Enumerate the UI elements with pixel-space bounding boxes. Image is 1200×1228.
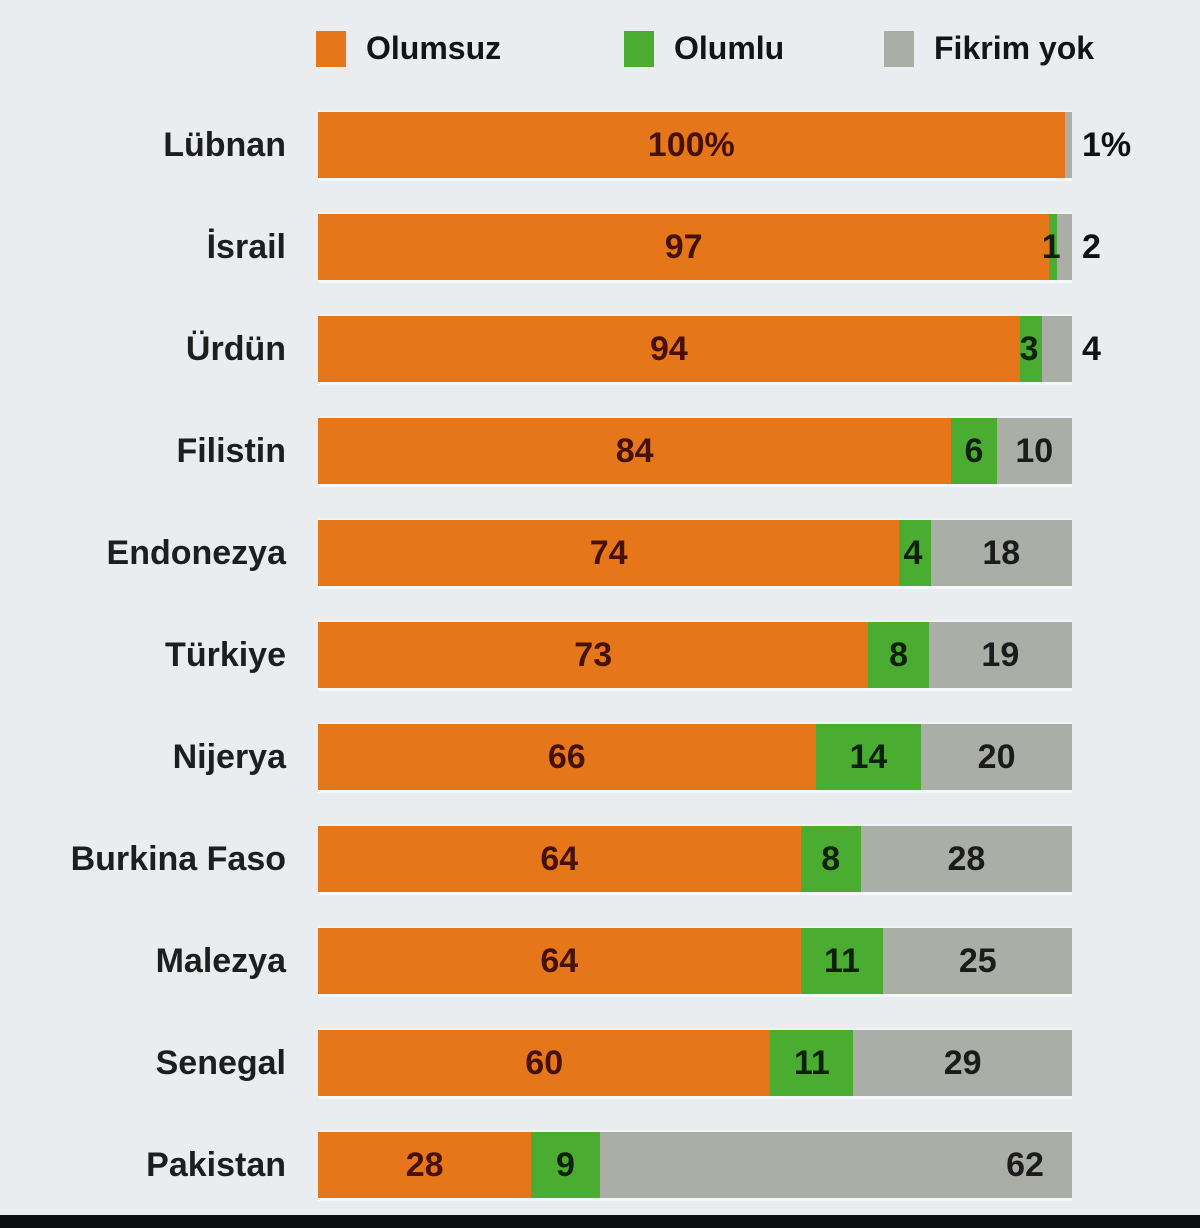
segment-negative: 97 bbox=[318, 214, 1050, 280]
legend-swatch-no-opinion-icon bbox=[884, 30, 914, 67]
segment-no-opinion bbox=[1056, 214, 1072, 280]
bottom-black-strip bbox=[0, 1215, 1200, 1228]
segment-negative: 84 bbox=[318, 418, 952, 484]
stacked-bar: 64 8 28 bbox=[318, 826, 1072, 892]
country-label: Lübnan bbox=[163, 125, 286, 164]
chart-row-senegal: Senegal 60 11 29 bbox=[0, 1030, 1200, 1096]
no-opinion-value-label-outside: 4 bbox=[1082, 329, 1101, 368]
segment-no-opinion: 29 bbox=[853, 1030, 1072, 1096]
segment-negative: 60 bbox=[318, 1030, 771, 1096]
stacked-bar: 97 1 bbox=[318, 214, 1072, 280]
no-opinion-value-label-outside: 1% bbox=[1082, 125, 1132, 164]
country-label: Malezya bbox=[155, 941, 286, 980]
stacked-bar: 74 4 18 bbox=[318, 520, 1072, 586]
segment-no-opinion: 62 bbox=[599, 1132, 1072, 1198]
country-label: Filistin bbox=[176, 431, 286, 470]
stacked-bar: 66 14 20 bbox=[318, 724, 1072, 790]
chart-row-i̇srail: İsrail 97 1 2 bbox=[0, 214, 1200, 280]
segment-no-opinion: 20 bbox=[921, 724, 1072, 790]
segment-positive: 8 bbox=[868, 622, 929, 688]
segment-negative: 66 bbox=[318, 724, 816, 790]
stacked-bar: 94 3 bbox=[318, 316, 1072, 382]
positive-value-label: 1 bbox=[1041, 227, 1061, 266]
segment-no-opinion: 18 bbox=[930, 520, 1072, 586]
chart-legend: Olumsuz Olumlu Fikrim yok bbox=[0, 30, 1200, 74]
segment-positive: 11 bbox=[800, 928, 884, 994]
segment-negative: 74 bbox=[318, 520, 900, 586]
segment-negative: 73 bbox=[318, 622, 869, 688]
country-label: Türkiye bbox=[165, 635, 286, 674]
segment-positive bbox=[1019, 316, 1043, 382]
country-label: Senegal bbox=[155, 1043, 286, 1082]
legend-swatch-negative-icon bbox=[316, 30, 346, 67]
chart-row-nijerya: Nijerya 66 14 20 bbox=[0, 724, 1200, 790]
country-label: Ürdün bbox=[185, 329, 286, 368]
country-label: Endonezya bbox=[106, 533, 286, 572]
segment-positive bbox=[899, 520, 931, 586]
segment-positive: 9 bbox=[531, 1132, 600, 1198]
stacked-bar: 28 9 62 bbox=[318, 1132, 1072, 1198]
chart-row-filistin: Filistin 84 6 10 bbox=[0, 418, 1200, 484]
segment-negative: 64 bbox=[318, 928, 801, 994]
stacked-bar: 73 8 19 bbox=[318, 622, 1072, 688]
chart-row-ürdün: Ürdün 94 3 4 bbox=[0, 316, 1200, 382]
chart-row-malezya: Malezya 64 11 25 bbox=[0, 928, 1200, 994]
segment-negative: 64 bbox=[318, 826, 801, 892]
legend-item-olumsuz: Olumsuz bbox=[316, 30, 501, 67]
positive-value-label: 3 bbox=[1019, 329, 1039, 368]
stacked-bar: 60 11 29 bbox=[318, 1030, 1072, 1096]
chart-row-lübnan: Lübnan 100% 1% bbox=[0, 112, 1200, 178]
segment-positive: 14 bbox=[815, 724, 922, 790]
segment-negative: 28 bbox=[318, 1132, 532, 1198]
country-label: İsrail bbox=[206, 227, 286, 266]
country-label: Nijerya bbox=[172, 737, 286, 776]
country-label: Burkina Faso bbox=[70, 839, 286, 878]
legend-item-fikrim-yok: Fikrim yok bbox=[884, 30, 1094, 67]
chart-row-endonezya: Endonezya 74 4 18 bbox=[0, 520, 1200, 586]
positive-value-label: 4 bbox=[903, 533, 923, 572]
segment-positive: 6 bbox=[951, 418, 997, 484]
segment-no-opinion bbox=[1042, 316, 1072, 382]
segment-no-opinion: 10 bbox=[996, 418, 1072, 484]
segment-no-opinion: 28 bbox=[860, 826, 1072, 892]
no-opinion-value-label-outside: 2 bbox=[1082, 227, 1101, 266]
segment-positive: 8 bbox=[800, 826, 861, 892]
segment-positive: 11 bbox=[770, 1030, 854, 1096]
stacked-bar: 100% bbox=[318, 112, 1072, 178]
legend-label-negative: Olumsuz bbox=[366, 30, 502, 66]
chart-row-türkiye: Türkiye 73 8 19 bbox=[0, 622, 1200, 688]
chart-row-pakistan: Pakistan 28 9 62 bbox=[0, 1132, 1200, 1198]
segment-no-opinion: 25 bbox=[883, 928, 1072, 994]
legend-label-no-opinion: Fikrim yok bbox=[934, 30, 1095, 66]
segment-no-opinion bbox=[1064, 112, 1072, 178]
bar-chart: Lübnan 100% 1% İsrail 97 1 2 Ürdün 94 3 4 Filistin 8… bbox=[0, 112, 1200, 1198]
legend-label-positive: Olumlu bbox=[674, 30, 785, 66]
country-label: Pakistan bbox=[146, 1145, 286, 1184]
legend-swatch-positive-icon bbox=[624, 30, 654, 67]
stacked-bar: 64 11 25 bbox=[318, 928, 1072, 994]
segment-negative: 94 bbox=[318, 316, 1020, 382]
segment-no-opinion: 19 bbox=[928, 622, 1072, 688]
segment-positive bbox=[1049, 214, 1057, 280]
chart-row-burkina-faso: Burkina Faso 64 8 28 bbox=[0, 826, 1200, 892]
legend-item-olumlu: Olumlu bbox=[624, 30, 784, 67]
stacked-bar: 84 6 10 bbox=[318, 418, 1072, 484]
segment-negative: 100% bbox=[318, 112, 1065, 178]
